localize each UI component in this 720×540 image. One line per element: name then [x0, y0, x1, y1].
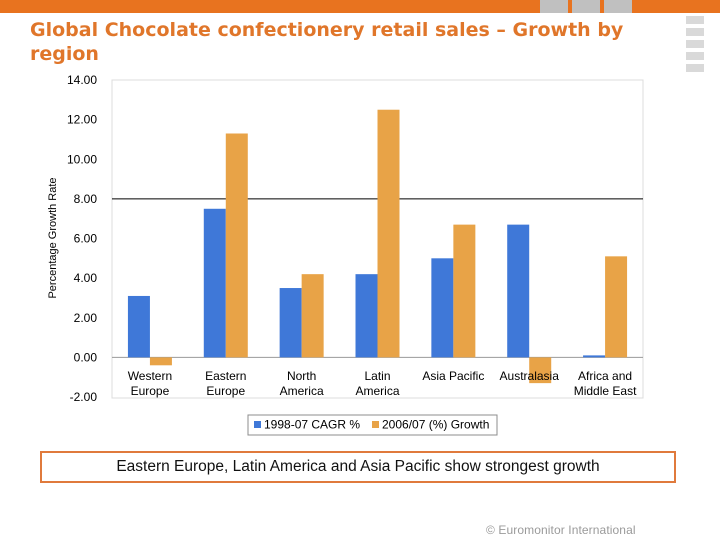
legend-swatch-cagr: [254, 421, 261, 428]
bar-cagr: [127, 295, 150, 358]
category-label: Asia Pacific: [422, 369, 484, 383]
bar-growth: [605, 256, 628, 358]
top-bar-segment: [540, 0, 568, 13]
y-tick-label: 6.00: [74, 232, 98, 246]
legend: 1998-07 CAGR % 2006/07 (%) Growth: [247, 414, 498, 436]
bar-growth: [453, 224, 476, 358]
category-label: Africa and: [578, 369, 632, 383]
y-axis-label: Percentage Growth Rate: [47, 177, 59, 298]
category-label: Latin: [364, 369, 390, 383]
y-tick-label: 12.00: [67, 113, 97, 127]
bar-growth: [529, 357, 552, 384]
y-tick-label: -2.00: [70, 390, 98, 404]
bar-cagr: [203, 208, 226, 358]
bar-cagr: [355, 274, 378, 358]
top-bar-segment: [604, 0, 632, 13]
y-tick-label: 4.00: [74, 271, 98, 285]
y-tick-label: 8.00: [74, 192, 98, 206]
y-tick-label: 10.00: [67, 152, 97, 166]
category-label: Western: [128, 369, 172, 383]
bar-growth: [301, 274, 324, 358]
bar-cagr: [431, 258, 454, 358]
copyright-footer: © Euromonitor International: [486, 523, 636, 537]
top-accent-bar: [0, 0, 720, 13]
top-bar-segment: [572, 0, 600, 13]
legend-swatch-growth: [372, 421, 379, 428]
category-label: Middle East: [574, 384, 637, 398]
y-tick-label: 14.00: [67, 73, 97, 87]
key-insight-text: Eastern Europe, Latin America and Asia P…: [116, 458, 600, 475]
category-label: Eastern: [205, 369, 246, 383]
plot-area-frame: [111, 79, 644, 399]
bar-growth: [377, 109, 400, 358]
y-tick-label: 0.00: [74, 350, 98, 364]
legend-label-growth: 2006/07 (%) Growth: [382, 418, 489, 432]
category-label: Europe: [131, 384, 170, 398]
key-insight-box: Eastern Europe, Latin America and Asia P…: [40, 451, 676, 483]
bar-growth: [149, 357, 172, 366]
category-label: America: [355, 384, 399, 398]
category-label: Australasia: [500, 369, 560, 383]
bar-cagr: [507, 224, 530, 358]
category-label: America: [280, 384, 324, 398]
category-label: Europe: [206, 384, 245, 398]
legend-label-cagr: 1998-07 CAGR %: [264, 418, 360, 432]
bar-growth: [225, 133, 248, 358]
y-tick-label: 2.00: [74, 311, 98, 325]
bar-cagr: [279, 288, 302, 358]
stacked-bars-icon: [686, 16, 704, 72]
bar-cagr: [583, 355, 606, 358]
category-label: North: [287, 369, 316, 383]
slide-title: Global Chocolate confectionery retail sa…: [30, 19, 624, 65]
